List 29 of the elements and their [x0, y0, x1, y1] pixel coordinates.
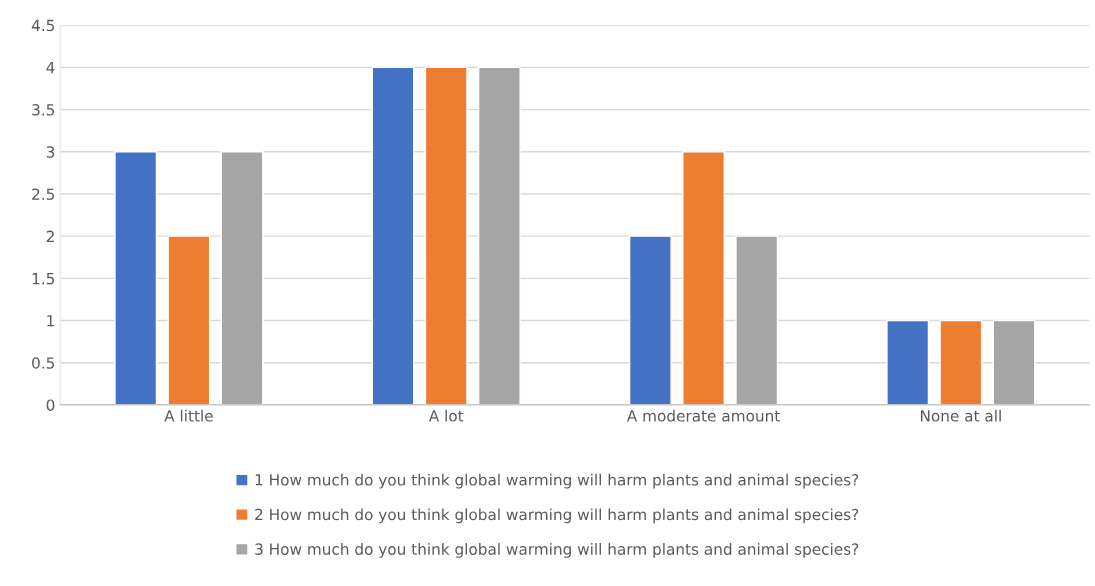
bar	[682, 151, 725, 405]
legend-label: 3 How much do you think global warming will harm plants and animal species?	[255, 543, 859, 558]
y-tick-label: 3	[46, 146, 55, 158]
bar	[886, 319, 930, 405]
bar	[735, 235, 779, 405]
legend-label: 2 How much do you think global warming will harm plants and animal species?	[255, 508, 859, 524]
y-tick-label: 2.5	[32, 188, 55, 200]
y-tick-label: 0.5	[32, 357, 55, 369]
x-tick-label: None at all	[920, 409, 1001, 422]
bar	[114, 151, 158, 405]
bar	[220, 151, 264, 405]
bar	[992, 319, 1036, 405]
bar	[167, 235, 211, 405]
y-tick-label: 3.5	[32, 104, 55, 116]
y-tick-label: 4.5	[31, 19, 55, 32]
y-tick-label: 0	[46, 399, 55, 411]
legend-label: 1 How much do you think global warming will harm plants and animal species?	[255, 473, 859, 489]
x-tick-label: A little	[164, 409, 213, 422]
bar	[424, 66, 468, 405]
bar	[628, 235, 672, 405]
bar	[371, 66, 415, 405]
x-tick-label: A lot	[428, 409, 464, 422]
y-tick-label: 1	[47, 315, 54, 327]
bar	[477, 66, 521, 405]
bar	[939, 319, 983, 405]
y-tick-label: 4	[46, 62, 55, 74]
y-tick-label: 2	[46, 230, 54, 242]
x-tick-label: A moderate amount	[626, 409, 780, 422]
y-tick-label: 1.5	[32, 273, 55, 285]
